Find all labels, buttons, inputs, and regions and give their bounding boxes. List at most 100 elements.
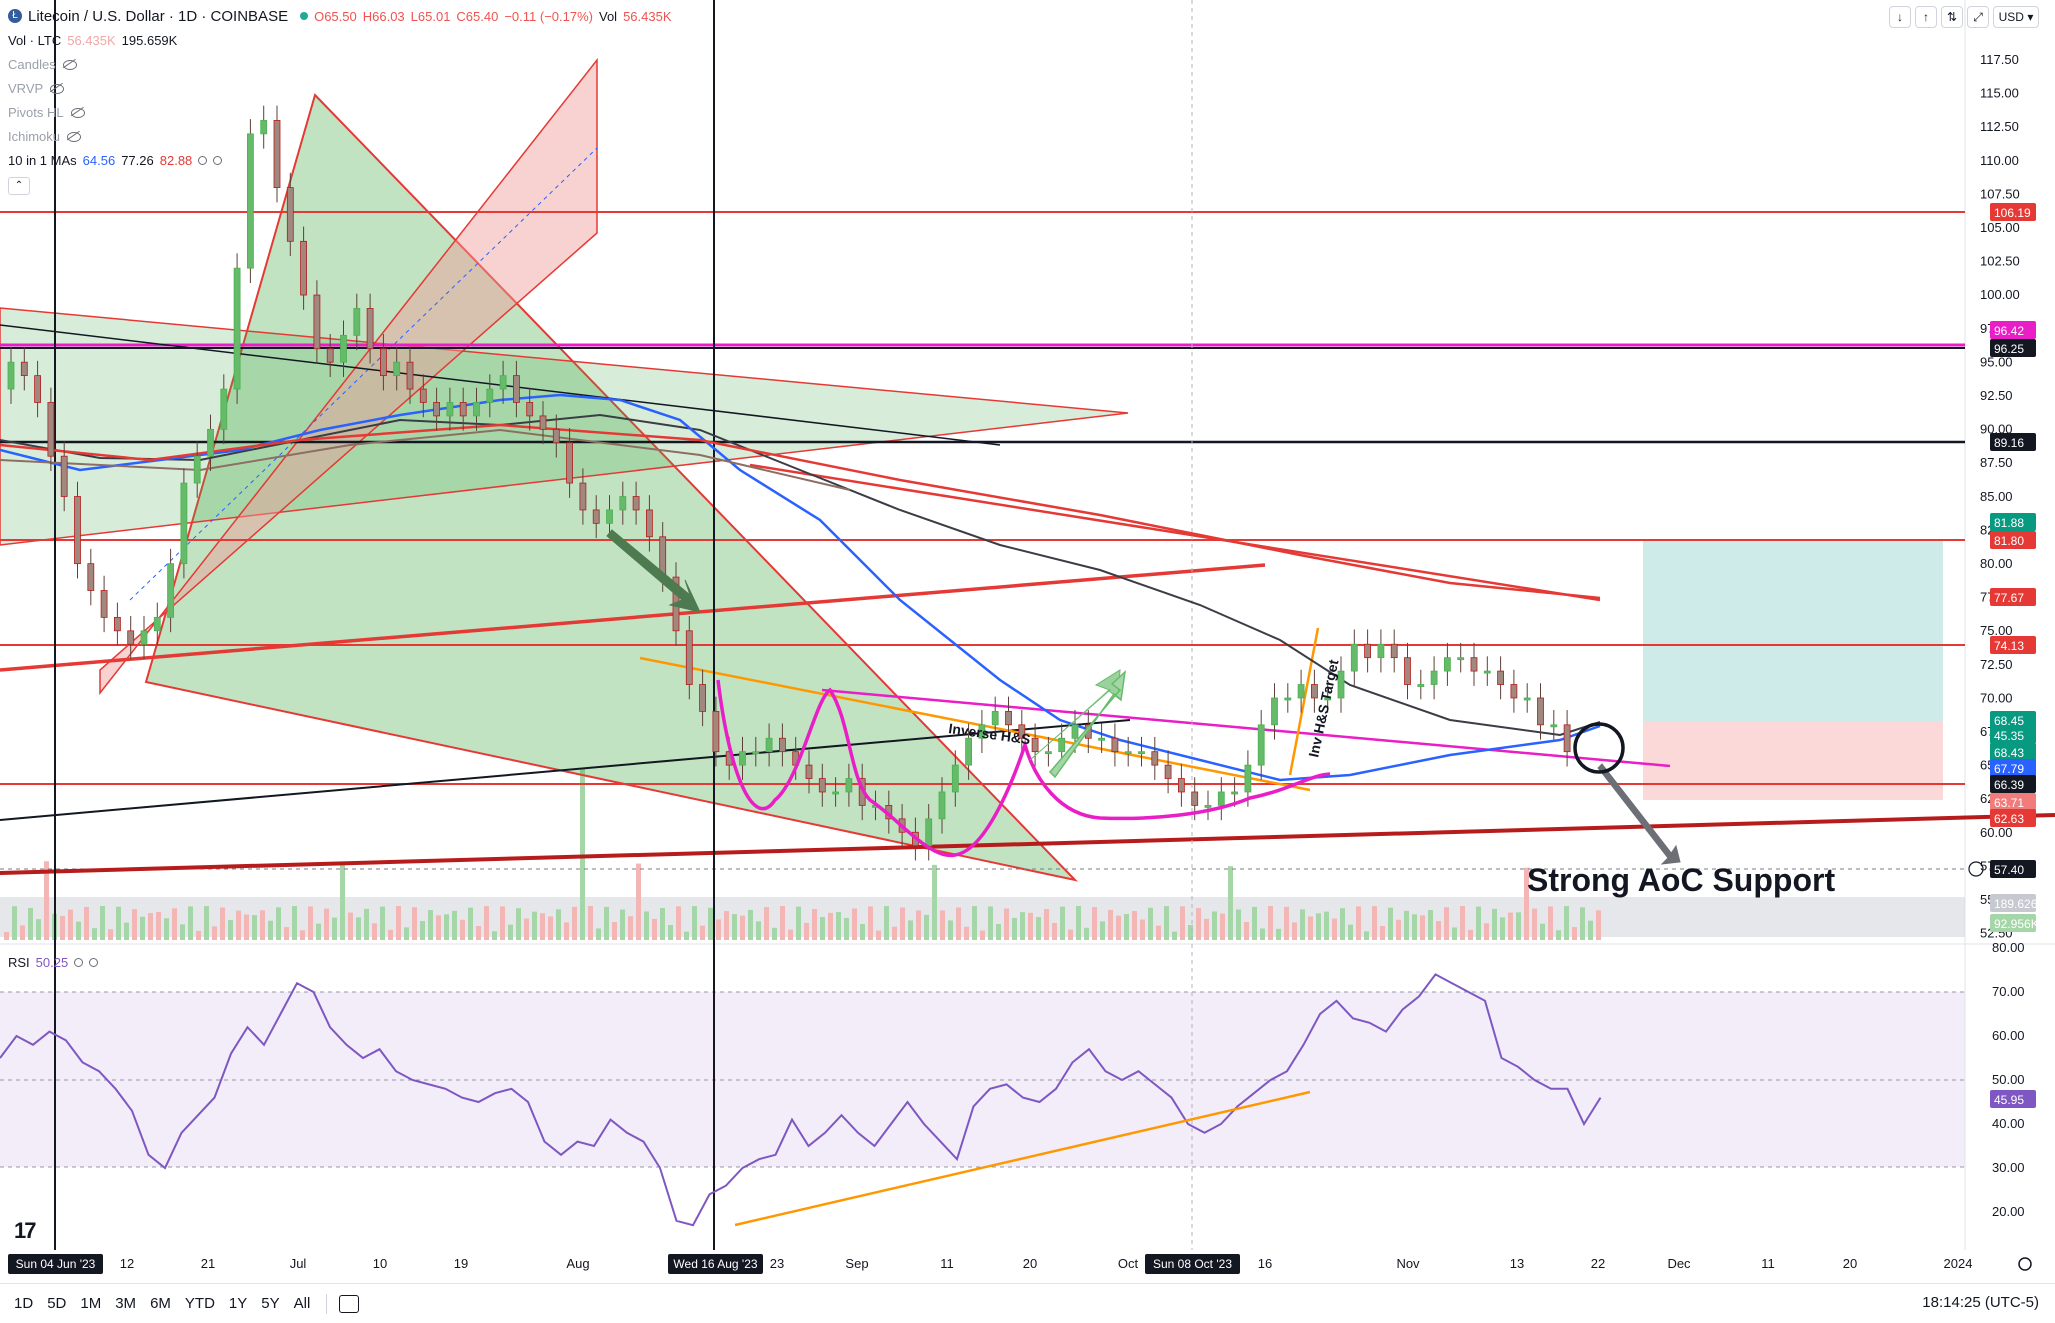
price-badge[interactable]: 89.16 [1990,433,2036,451]
fullscreen-icon[interactable]: ⤢ [1967,6,1989,28]
hidden-eye-icon[interactable] [62,58,77,70]
candle[interactable] [1390,629,1398,673]
add-alert-icon[interactable] [1968,861,1984,877]
more-icon[interactable] [213,155,223,165]
calendar-icon[interactable] [339,1294,360,1313]
indicator-pivots[interactable]: Pivots HL [8,100,672,124]
date-marker-badge[interactable]: Wed 16 Aug '23 [668,1254,763,1274]
currency-select[interactable]: USD ▾ [1993,6,2039,28]
candle[interactable] [592,495,600,539]
candle[interactable] [765,723,773,767]
candle[interactable] [87,548,95,606]
range-1d[interactable]: 1D [14,1295,34,1312]
candle[interactable] [379,333,387,391]
candle[interactable] [7,347,15,404]
candle[interactable] [233,253,241,404]
candle[interactable] [300,226,308,310]
candle[interactable] [1470,642,1478,686]
hidden-eye-icon[interactable] [70,106,85,118]
candle[interactable] [1111,723,1119,767]
price-badge[interactable]: 63.71 [1990,793,2036,811]
candle[interactable] [818,763,826,807]
candle[interactable] [1417,669,1425,700]
candle[interactable] [1005,696,1012,740]
candle[interactable] [566,428,573,498]
price-badge[interactable]: 68.45 [1990,711,2036,729]
range-1y[interactable]: 1Y [228,1295,248,1312]
candle[interactable] [1430,656,1438,700]
range-3m[interactable]: 3M [115,1295,137,1312]
candle[interactable] [1271,683,1278,740]
candle[interactable] [1204,790,1212,821]
price-badge[interactable]: 92.956K [1990,914,2039,932]
candle[interactable] [1231,777,1238,807]
price-badge[interactable]: 106.19 [1990,203,2036,221]
price-badge[interactable]: 81.88 [1990,513,2036,531]
price-badge[interactable]: 96.42 [1990,321,2036,339]
candle[interactable] [1523,683,1531,713]
candle[interactable] [1138,736,1145,767]
price-badge[interactable]: 74.13 [1990,636,2036,654]
price-badge[interactable]: 96.25 [1990,339,2036,357]
symbol-row[interactable]: Ł Litecoin / U.S. Dollar · 1D · COINBASE… [8,4,672,28]
collapse-icon[interactable]: ⌃ [8,177,30,195]
price-badge[interactable]: 189.626K [1990,894,2045,912]
price-badge[interactable]: 77.67 [1990,588,2036,606]
candle[interactable] [619,481,627,525]
candle[interactable] [965,723,972,780]
range-5d[interactable]: 5D [47,1295,67,1312]
candle[interactable] [140,616,148,660]
candle[interactable] [1537,683,1544,740]
candle[interactable] [739,736,746,780]
price-badge[interactable]: 66.39 [1990,775,2036,793]
candle[interactable] [499,360,507,404]
candle[interactable] [632,481,640,525]
candle[interactable] [579,468,587,525]
tradingview-logo[interactable]: 17 [14,1218,37,1243]
settings-icon[interactable] [198,155,208,165]
range-5y[interactable]: 5Y [261,1295,280,1312]
price-badge[interactable]: 68.43 [1990,743,2036,761]
price-chart[interactable]: Inverse H&S Inv H&S Target 117.50115.0011… [0,0,2055,1283]
candle[interactable] [340,320,347,377]
candle[interactable] [1164,750,1172,794]
candle[interactable] [1404,642,1411,700]
support-circle[interactable] [1573,722,1625,774]
date-marker-badge[interactable]: Sun 04 Jun '23 [8,1254,103,1274]
candle[interactable] [153,602,161,646]
candle[interactable] [20,347,28,391]
price-badge[interactable]: 57.40 [1990,860,2036,878]
candle[interactable] [1350,629,1358,686]
hidden-eye-icon[interactable] [66,130,82,142]
rsi-badge[interactable]: 45.95 [1990,1090,2036,1108]
candle[interactable] [1457,642,1465,673]
candle[interactable] [1550,710,1558,740]
price-badge[interactable]: 67.79 [1990,759,2036,777]
candle[interactable] [513,360,520,418]
scroll-down-icon[interactable]: ↓ [1889,6,1911,28]
candle[interactable] [1510,669,1518,713]
settings-icon[interactable] [74,957,84,967]
candle[interactable] [978,710,986,754]
candle[interactable] [47,387,55,471]
rsi-line[interactable] [0,973,1602,1227]
candle[interactable] [473,387,480,431]
candle[interactable] [685,616,693,700]
candle[interactable] [260,105,268,149]
compare-icon[interactable]: ⇅ [1941,6,1963,28]
candle[interactable] [1217,777,1225,821]
candle[interactable] [100,575,108,633]
candle[interactable] [366,293,374,364]
candle[interactable] [1324,683,1332,713]
candle[interactable] [1257,710,1265,780]
candle[interactable] [446,387,454,431]
candle[interactable] [167,548,175,633]
candle[interactable] [539,401,547,445]
date-marker-badge[interactable]: Sun 08 Oct '23 [1145,1254,1240,1274]
candle[interactable] [393,347,401,391]
candle[interactable] [1337,656,1345,713]
indicator-vrvp[interactable]: VRVP [8,76,672,100]
candle[interactable] [1284,683,1292,713]
candle[interactable] [1151,736,1159,780]
range-ytd[interactable]: YTD [184,1295,215,1312]
